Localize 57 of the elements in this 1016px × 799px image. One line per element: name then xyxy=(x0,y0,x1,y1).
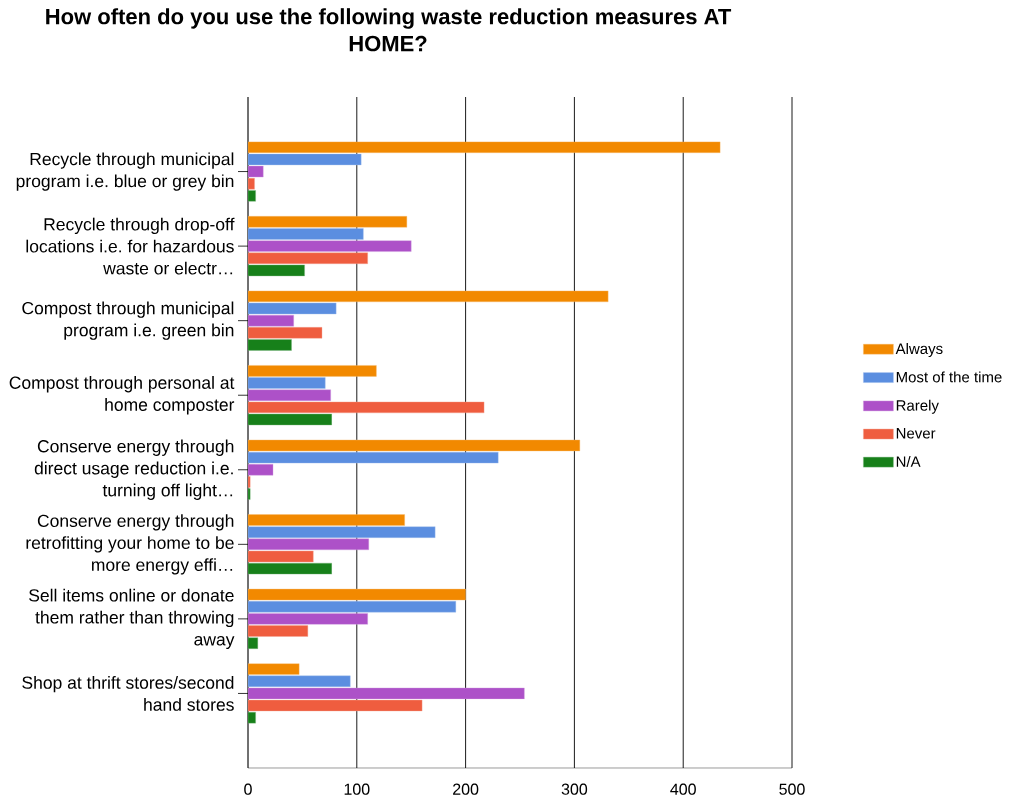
legend-label: Rarely xyxy=(896,399,939,414)
bar xyxy=(248,464,274,476)
bar xyxy=(248,339,292,351)
y-tick-label: Conserve energy through direct usage reduction i.e. turning off light… xyxy=(34,439,234,500)
bar xyxy=(248,314,294,327)
x-tick-label: 500 xyxy=(779,783,805,795)
bar xyxy=(248,413,332,426)
x-tick-label: 0 xyxy=(244,783,252,795)
bar xyxy=(248,165,264,178)
x-tick-label: 300 xyxy=(561,783,588,795)
bar xyxy=(248,451,499,464)
bar xyxy=(248,327,323,339)
bar xyxy=(248,514,405,526)
bar xyxy=(248,588,466,601)
bar xyxy=(248,439,581,452)
bar xyxy=(248,228,364,240)
bar xyxy=(248,377,326,389)
legend-label: N/A xyxy=(896,455,921,467)
bar xyxy=(248,290,609,303)
bar xyxy=(248,538,369,551)
chart-title: How often do you use the following waste reduction measures AT HOME? xyxy=(46,8,732,52)
y-tick-label: Conserve energy through retrofitting your home to be more energy effi… xyxy=(26,514,234,575)
bar xyxy=(248,637,258,649)
y-tick-label: Compost through personal at home composter xyxy=(9,376,235,415)
y-tick-label: Recycle through drop-off locations i.e. for hazardous waste or electr… xyxy=(26,217,235,275)
bar xyxy=(248,216,408,228)
bar xyxy=(248,401,485,414)
legend-label: Never xyxy=(896,428,936,439)
y-tick-label: Shop at thrift stores/second hand stores xyxy=(22,676,234,711)
bar xyxy=(248,178,255,190)
legend-label: Always xyxy=(895,343,943,357)
bar xyxy=(248,240,412,252)
bar xyxy=(248,190,256,202)
bar xyxy=(248,153,362,166)
y-tick-label: Recycle through municipal program i.e. blue or grey bin xyxy=(16,152,234,191)
bar xyxy=(248,687,525,700)
bar xyxy=(248,562,332,575)
bar xyxy=(248,252,368,264)
legend-label: Most of the time xyxy=(896,371,1002,383)
bar xyxy=(248,675,351,687)
y-tick-label: Compost through municipal program i.e. green bin xyxy=(22,301,234,340)
x-tick-label: 100 xyxy=(344,783,370,795)
bar xyxy=(248,365,377,377)
bar xyxy=(248,264,305,277)
bar xyxy=(248,613,368,625)
bar xyxy=(248,550,314,563)
y-tick-label: Sell items online or donate them rather than throwing away xyxy=(29,588,235,650)
bar xyxy=(248,389,331,401)
bar xyxy=(248,601,457,613)
bar xyxy=(248,663,300,675)
bar xyxy=(248,302,337,315)
bar xyxy=(248,526,436,538)
x-tick-label: 200 xyxy=(453,783,479,795)
bar xyxy=(248,141,721,153)
bar xyxy=(248,625,309,637)
bar xyxy=(248,699,423,712)
x-tick-label: 400 xyxy=(670,783,696,795)
